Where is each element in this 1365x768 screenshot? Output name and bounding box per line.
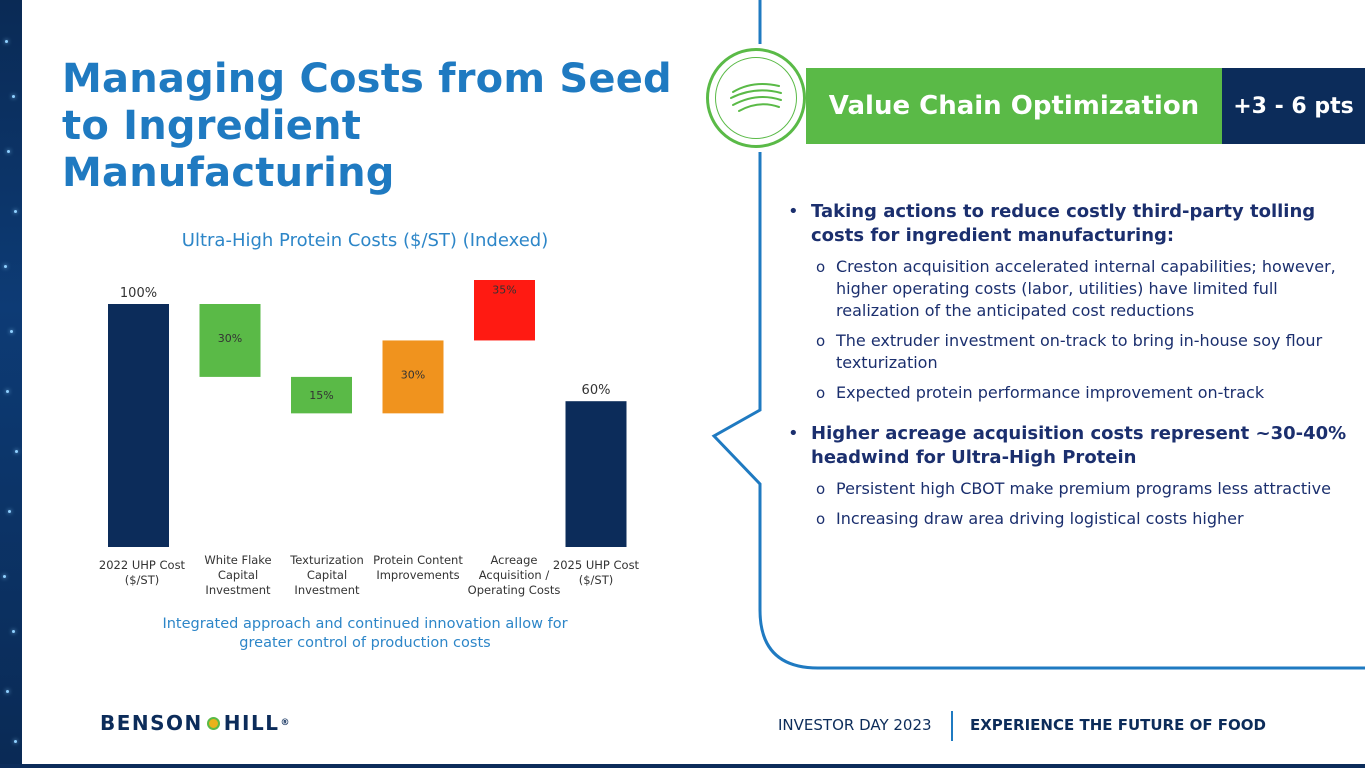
label-texturization: 15%	[309, 389, 333, 402]
waterfall-chart: 100% 30% 15% 30% 35% 60%	[108, 280, 627, 547]
category-2025: 2025 UHP Cost ($/ST)	[552, 558, 640, 587]
category-white-flake: White Flake Capital Investment	[204, 553, 272, 597]
bar-texturization	[291, 376, 352, 414]
bar-protein-content	[382, 340, 444, 414]
bullet-acreage: Higher acreage acquisition costs represe…	[788, 422, 1358, 470]
label-2022: 100%	[120, 286, 157, 301]
chart-caption: Integrated approach and continued innova…	[162, 616, 568, 651]
category-2022: 2022 UHP Cost ($/ST)	[98, 558, 186, 587]
category-texturization: Texturization Capital Investment	[290, 553, 364, 597]
sub-bullet: Persistent high CBOT make premium progra…	[788, 478, 1358, 500]
footer-divider	[951, 711, 953, 741]
sub-bullet: The extruder investment on-track to brin…	[788, 330, 1358, 374]
logo-registered: ®	[280, 718, 290, 728]
category-acreage: Acreage Acquisition / Operating Costs	[467, 553, 561, 597]
bottom-border	[0, 764, 1365, 768]
bar-2025	[565, 401, 627, 547]
label-2025: 60%	[582, 383, 611, 398]
logo-text-left: BENSON	[100, 711, 203, 735]
bullet-tolling: Taking actions to reduce costly third-pa…	[788, 200, 1358, 248]
logo-text-right: HILL	[223, 711, 280, 735]
category-protein-content: Protein Content Improvements	[373, 553, 463, 582]
benson-hill-logo: BENSON HILL ®	[100, 711, 289, 735]
decorative-strip	[0, 0, 22, 768]
points-badge: +3 - 6 pts	[1222, 68, 1365, 144]
sub-bullet: Increasing draw area driving logistical …	[788, 508, 1358, 530]
field-icon-circle	[706, 48, 806, 148]
chart-title: Ultra-High Protein Costs ($/ST) (Indexed…	[181, 230, 549, 251]
label-protein-content: 30%	[401, 368, 425, 381]
sub-bullet: Expected protein performance improvement…	[788, 382, 1358, 404]
sub-bullet: Creston acquisition accelerated internal…	[788, 256, 1358, 322]
footer-event: INVESTOR DAY 2023	[778, 716, 932, 734]
label-white-flake: 30%	[218, 332, 242, 345]
label-acreage: 35%	[492, 283, 516, 296]
footer-tagline: EXPERIENCE THE FUTURE OF FOOD	[970, 716, 1266, 734]
bar-2022	[108, 304, 169, 547]
bar-white-flake	[199, 304, 261, 377]
bullet-list: Taking actions to reduce costly third-pa…	[788, 200, 1358, 538]
logo-dot-icon	[206, 716, 220, 730]
bar-acreage	[474, 280, 535, 341]
page-title: Managing Costs from Seed to Ingredient M…	[62, 56, 672, 196]
section-banner: Value Chain Optimization	[806, 68, 1222, 144]
field-icon	[730, 83, 782, 112]
